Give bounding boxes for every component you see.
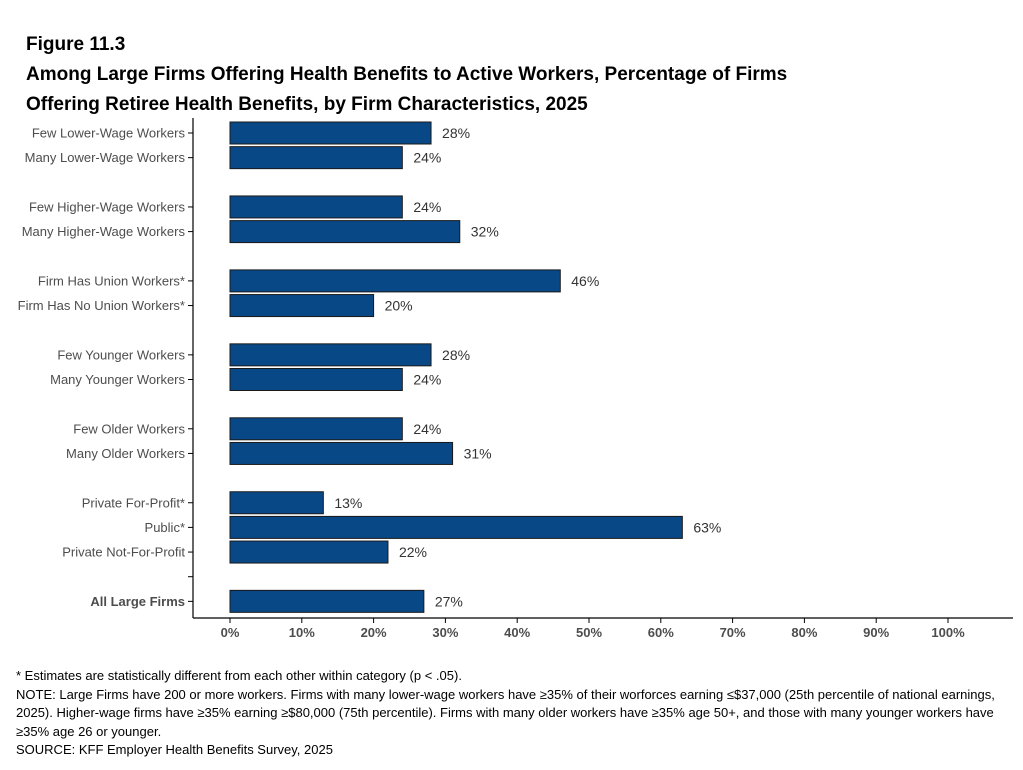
x-tick-label: 100% [931, 625, 965, 640]
bar [229, 220, 461, 244]
category-label: All Large Firms [90, 594, 185, 609]
chart-notes: * Estimates are statistically different … [16, 667, 1006, 760]
chart-title: Among Large Firms Offering Health Benefi… [26, 60, 1006, 120]
category-label: Firm Has No Union Workers* [18, 298, 185, 313]
category-label: Many Lower-Wage Workers [25, 150, 186, 165]
x-tick-label: 0% [221, 625, 240, 640]
bar [229, 540, 389, 564]
bar [229, 195, 403, 219]
chart-title-line-1: Among Large Firms Offering Health Benefi… [26, 64, 788, 85]
data-label: 32% [471, 224, 499, 240]
data-label: 22% [399, 544, 427, 560]
data-label: 28% [442, 125, 470, 141]
category-label: Private Not-For-Profit [62, 545, 185, 560]
source-note: SOURCE: KFF Employer Health Benefits Sur… [16, 742, 333, 757]
data-label: 31% [464, 445, 492, 461]
category-label: Few Younger Workers [57, 347, 185, 362]
methodology-note: NOTE: Large Firms have 200 or more worke… [16, 686, 995, 739]
data-label: 24% [413, 150, 441, 166]
x-tick-label: 50% [576, 625, 602, 640]
bar-chart: Few Lower-Wage Workers 28% Many Lower-Wage… [18, 118, 1013, 640]
data-label: 24% [413, 199, 441, 215]
bar [229, 589, 425, 613]
category-label: Few Older Workers [73, 421, 185, 436]
x-tick-label: 70% [720, 625, 746, 640]
category-label: Private For-Profit* [82, 495, 185, 510]
bar [229, 121, 432, 145]
category-label: Public* [145, 520, 185, 535]
chart-title-line-2: Offering Retiree Health Benefits, by Fir… [26, 94, 588, 115]
bar [229, 491, 324, 515]
x-tick-label: 40% [504, 625, 530, 640]
x-tick-label: 60% [648, 625, 674, 640]
significance-note: * Estimates are statistically different … [16, 668, 462, 683]
category-label: Many Older Workers [66, 446, 185, 461]
data-label: 28% [442, 347, 470, 363]
figure-label: Figure 11.3 [26, 34, 126, 55]
bar [229, 417, 403, 441]
bar [229, 146, 403, 170]
x-tick-label: 20% [361, 625, 387, 640]
x-tick-label: 10% [289, 625, 315, 640]
data-label: 63% [693, 519, 721, 535]
category-label: Many Younger Workers [50, 372, 185, 387]
data-label: 24% [413, 421, 441, 437]
data-label: 46% [571, 273, 599, 289]
bar [229, 368, 403, 391]
bar [229, 343, 432, 367]
bar [229, 515, 683, 539]
bar [229, 269, 561, 293]
bar [229, 441, 454, 465]
data-label: 20% [385, 298, 413, 314]
data-label: 13% [334, 495, 362, 511]
x-tick-label: 80% [791, 625, 817, 640]
x-tick-label: 30% [432, 625, 458, 640]
category-label: Few Higher-Wage Workers [29, 199, 186, 214]
bar [229, 294, 375, 318]
data-label: 27% [435, 593, 463, 609]
category-label: Firm Has Union Workers* [38, 273, 185, 288]
category-label: Few Lower-Wage Workers [32, 126, 186, 141]
category-label: Many Higher-Wage Workers [22, 224, 186, 239]
data-label: 24% [413, 372, 441, 388]
x-tick-label: 90% [863, 625, 889, 640]
